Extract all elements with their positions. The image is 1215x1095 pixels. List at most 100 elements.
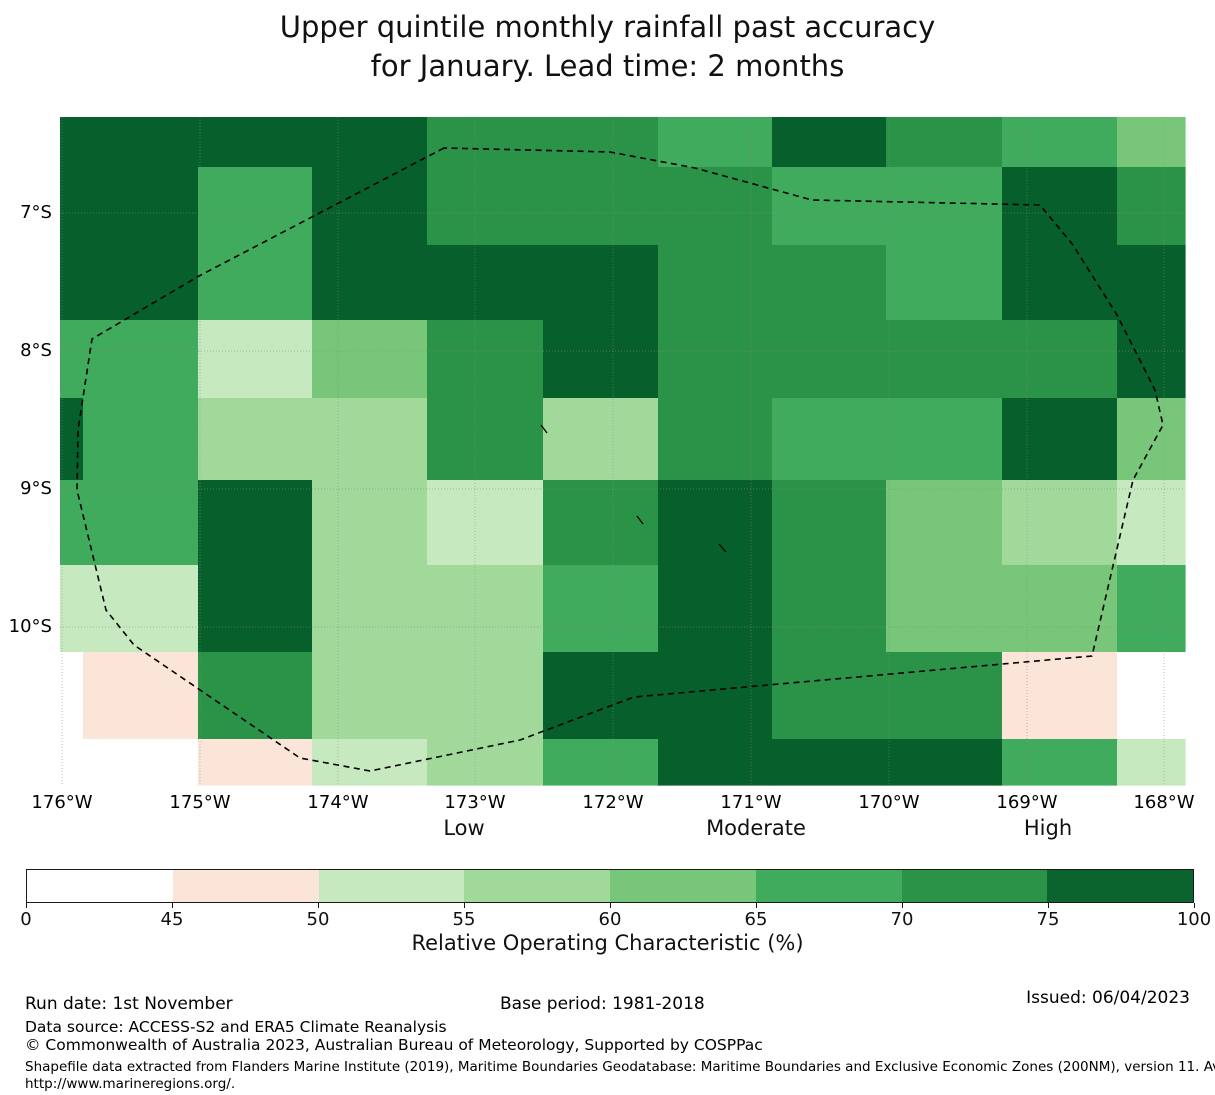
x-tick-label: 169°W <box>996 792 1058 813</box>
colorbar-tick-label: 70 <box>890 909 914 930</box>
map-cell <box>658 565 773 653</box>
colorbar-axis-label: Relative Operating Characteristic (%) <box>411 931 804 955</box>
base-period-text: Base period: 1981-2018 <box>500 994 705 1014</box>
colorbar-tick-mark <box>172 903 173 908</box>
map-cell <box>83 398 199 481</box>
colorbar-tick-label: 60 <box>598 909 622 930</box>
map-cell <box>543 398 659 481</box>
x-tick-label: 173°W <box>444 792 506 813</box>
chart-title-line1: Upper quintile monthly rainfall past acc… <box>279 10 936 44</box>
map-cell <box>658 739 773 786</box>
map-cell <box>886 245 1003 321</box>
map-cell <box>543 117 659 168</box>
map-cell <box>658 480 773 566</box>
map-cell <box>1117 117 1186 168</box>
map-cell <box>543 167 659 246</box>
x-tick-label: 172°W <box>582 792 644 813</box>
map-cell <box>83 245 199 321</box>
map-cell <box>198 320 313 399</box>
map-cell <box>60 480 84 566</box>
map-cell <box>658 245 773 321</box>
map-cell <box>60 652 84 740</box>
map-cell <box>427 245 544 321</box>
shapefile-attribution-text: Shapefile data extracted from Flanders M… <box>25 1059 1215 1075</box>
map-cell <box>83 117 199 168</box>
map-cell <box>1002 245 1118 321</box>
map-cell <box>543 739 659 786</box>
colorbar-segment <box>610 870 756 902</box>
colorbar <box>26 869 1194 903</box>
map-cell <box>312 245 428 321</box>
colorbar-category-label: Moderate <box>706 816 806 840</box>
colorbar-tick-mark <box>26 903 27 908</box>
x-tick-label: 171°W <box>720 792 782 813</box>
map-cell <box>543 320 659 399</box>
map-cell <box>60 739 84 786</box>
y-tick-label: 9°S <box>20 478 52 499</box>
colorbar-tick-mark <box>1194 903 1195 908</box>
colorbar-segment <box>172 870 319 902</box>
map-cell <box>427 167 544 246</box>
map-cell <box>1117 652 1186 740</box>
colorbar-tick-label: 75 <box>1036 909 1060 930</box>
x-tick-label: 176°W <box>31 792 93 813</box>
map-cell <box>772 167 887 246</box>
map-cell <box>312 117 428 168</box>
map-cell <box>886 565 1003 653</box>
map-cell <box>60 320 84 399</box>
map-cell <box>427 480 544 566</box>
map-cell <box>198 117 313 168</box>
colorbar-tick-label: 0 <box>20 909 32 930</box>
map-cell <box>886 320 1003 399</box>
x-tick-label: 175°W <box>169 792 231 813</box>
map-cell <box>1002 398 1118 481</box>
colorbar-tick-label: 55 <box>452 909 476 930</box>
colorbar-tick-label: 65 <box>744 909 768 930</box>
map-cell <box>658 320 773 399</box>
map-cell <box>60 565 84 653</box>
map-cell <box>886 167 1003 246</box>
y-tick-label: 8°S <box>20 340 52 361</box>
map-cell <box>772 739 887 786</box>
colorbar-tick-mark <box>902 903 903 908</box>
map-cell <box>886 652 1003 740</box>
map-cell <box>312 398 428 481</box>
map-cell <box>886 739 1003 786</box>
colorbar-tick-label: 45 <box>160 909 184 930</box>
colorbar-segment <box>755 870 902 902</box>
y-tick-label: 10°S <box>8 616 52 637</box>
map-cell <box>772 480 887 566</box>
map-cell <box>83 167 199 246</box>
map-cell <box>658 167 773 246</box>
map-cell <box>1002 480 1118 566</box>
map-cell <box>1002 565 1118 653</box>
colorbar-tick-mark <box>610 903 611 908</box>
map-cell <box>1002 739 1118 786</box>
map-cell <box>312 565 428 653</box>
map-cell <box>1117 480 1186 566</box>
x-tick-label: 168°W <box>1133 792 1195 813</box>
map-cell <box>198 167 313 246</box>
colorbar-category-label: Low <box>443 816 485 840</box>
map-cell <box>1117 398 1186 481</box>
chart-title: Upper quintile monthly rainfall past acc… <box>0 8 1215 86</box>
map-cell <box>658 398 773 481</box>
map-cell <box>658 652 773 740</box>
colorbar-tick-label: 100 <box>1176 909 1212 930</box>
y-tick-label: 7°S <box>20 202 52 223</box>
map-cell <box>543 480 659 566</box>
map-cell <box>772 652 887 740</box>
map-cell <box>60 398 84 481</box>
map-cell <box>60 117 84 168</box>
map-cell <box>1002 117 1118 168</box>
map-cell <box>886 398 1003 481</box>
run-date-text: Run date: 1st November <box>25 994 233 1014</box>
map-cell <box>427 739 544 786</box>
map-cell <box>312 167 428 246</box>
x-tick-label: 174°W <box>307 792 369 813</box>
island-boundary-mark <box>540 424 548 434</box>
map-cell <box>772 320 887 399</box>
map-cell <box>772 565 887 653</box>
